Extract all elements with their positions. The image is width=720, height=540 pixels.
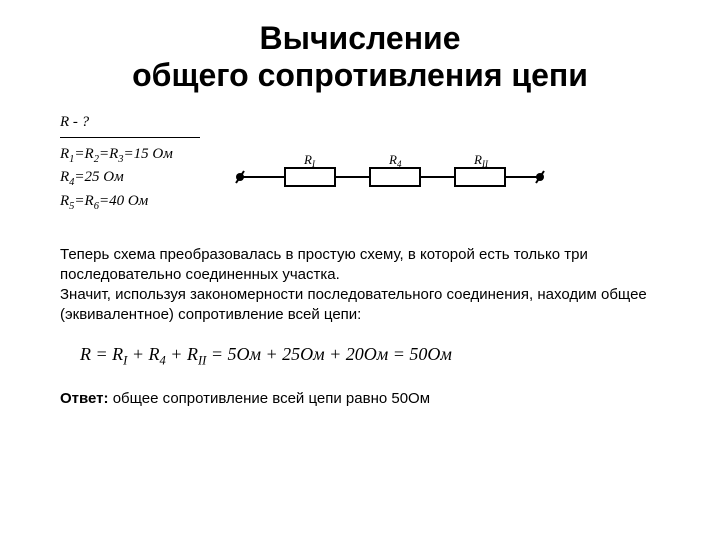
svg-text:II: II bbox=[481, 159, 489, 169]
para-1: Теперь схема преобразовалась в простую с… bbox=[60, 246, 588, 283]
answer-line: Ответ: общее сопротивление всей цепи рав… bbox=[60, 390, 660, 407]
answer-label: Ответ: bbox=[60, 390, 109, 407]
title-line-1: Вычисление bbox=[260, 20, 461, 56]
explanation-text: Теперь схема преобразовалась в простую с… bbox=[60, 245, 660, 326]
svg-text:4: 4 bbox=[397, 159, 402, 169]
circuit-diagram: RIR4RII bbox=[230, 137, 555, 197]
formula: R = RI + R4 + RII = 5Ом + 25Ом + 20Ом = … bbox=[80, 344, 660, 369]
svg-text:R: R bbox=[303, 152, 312, 167]
given-divider bbox=[60, 137, 200, 138]
given-line-3: R5=R6=40 Ом bbox=[60, 191, 200, 215]
given-line-1: R1=R2=R3=15 Ом bbox=[60, 144, 200, 168]
given-block: R - ? R1=R2=R3=15 Ом R4=25 Ом R5=R6=40 О… bbox=[60, 112, 200, 215]
top-section: R - ? R1=R2=R3=15 Ом R4=25 Ом R5=R6=40 О… bbox=[30, 112, 690, 215]
find-line: R - ? bbox=[60, 112, 200, 133]
para-2: Значит, используя закономерности последо… bbox=[60, 286, 647, 323]
title-line-2: общего сопротивления цепи bbox=[132, 57, 588, 93]
answer-text: общее сопротивление всей цепи равно 50Ом bbox=[109, 390, 431, 407]
svg-text:R: R bbox=[473, 152, 482, 167]
given-line-2: R4=25 Ом bbox=[60, 167, 200, 191]
svg-text:R: R bbox=[388, 152, 397, 167]
page-title: Вычисление общего сопротивления цепи bbox=[30, 20, 690, 94]
